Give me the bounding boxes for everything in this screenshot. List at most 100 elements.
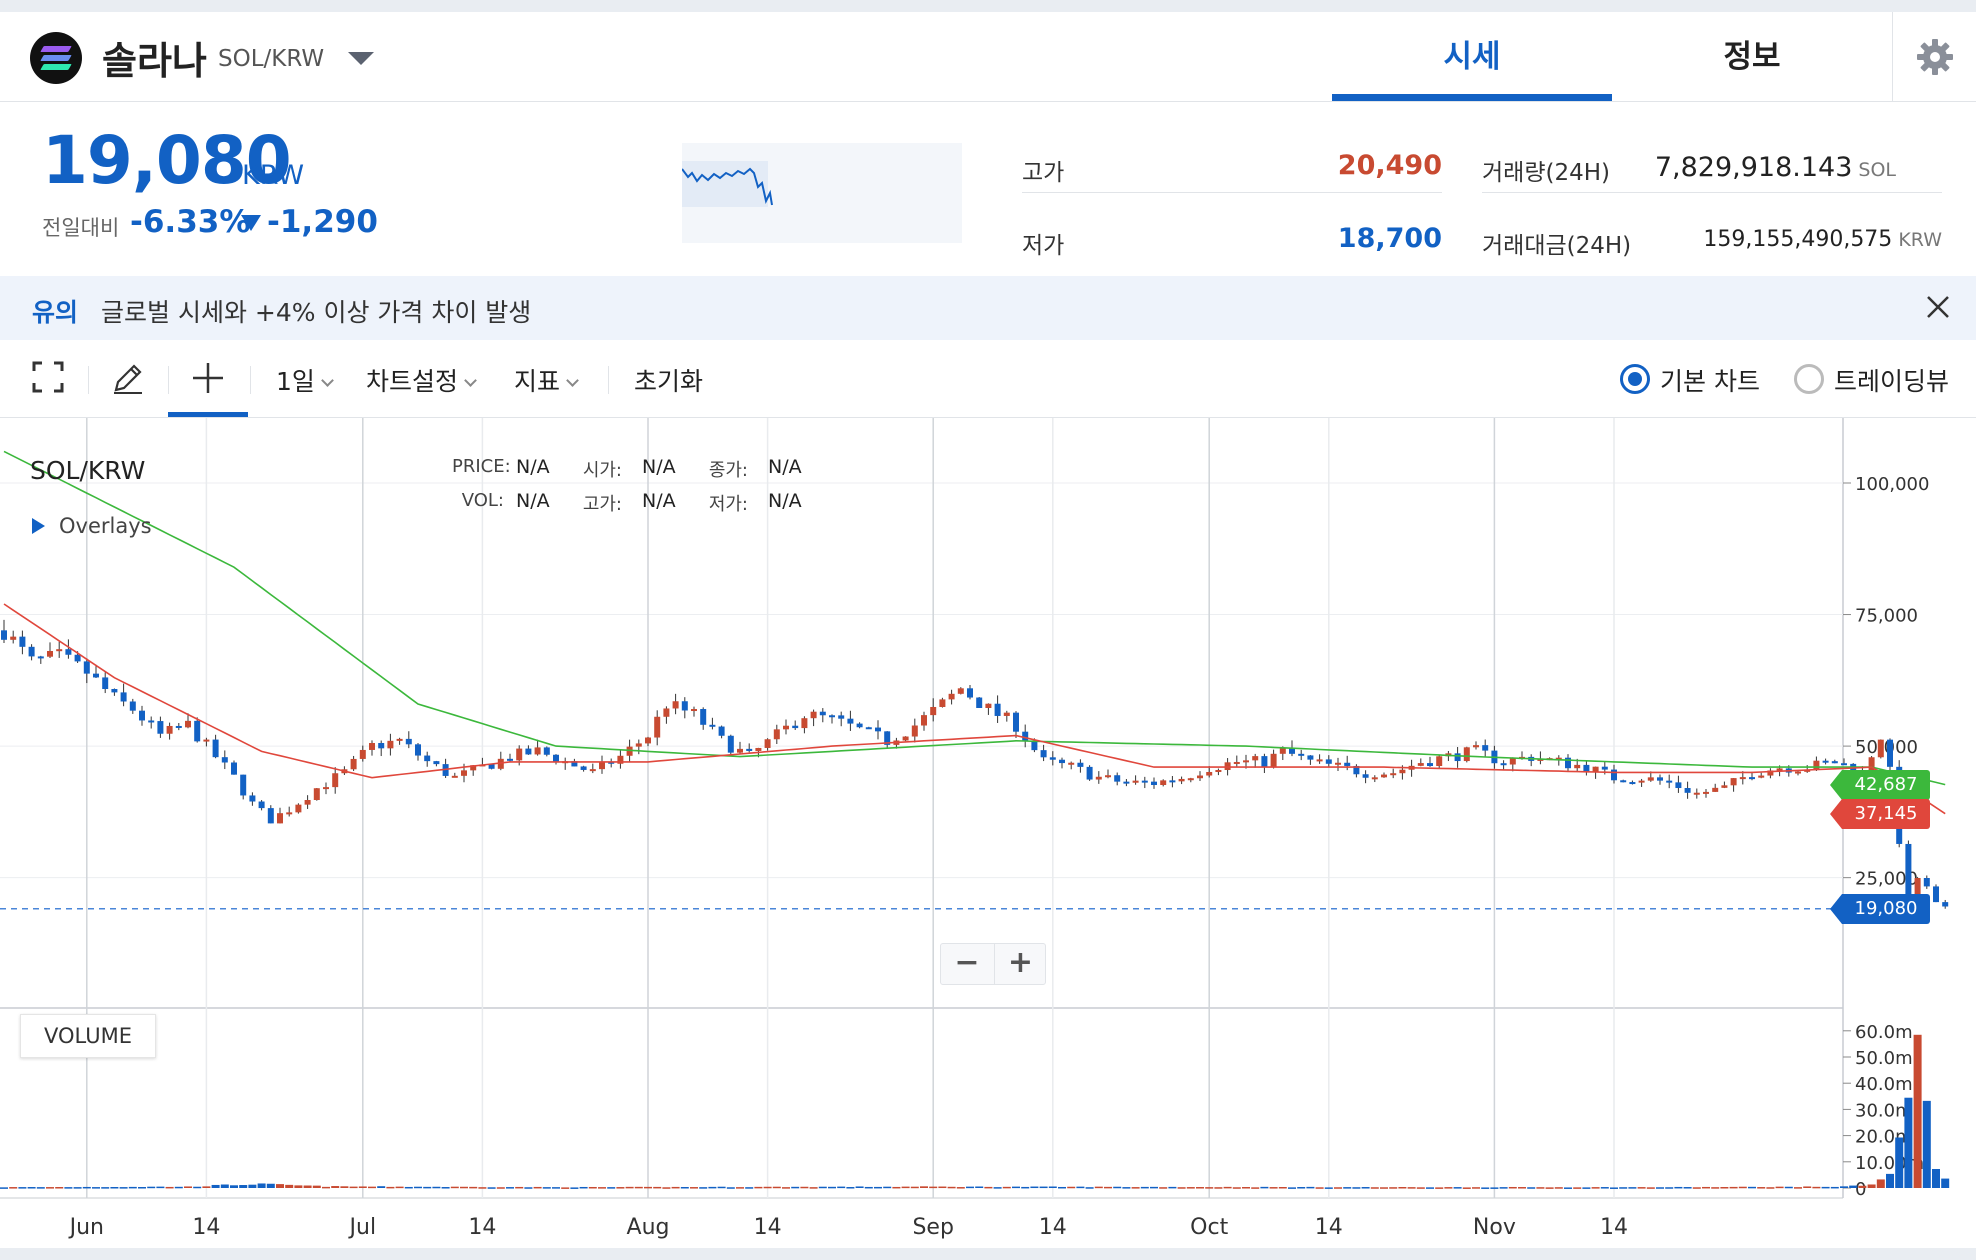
candle-body bbox=[948, 693, 955, 700]
candle-body bbox=[727, 735, 734, 753]
notice-tag: 유의 bbox=[32, 298, 79, 327]
volume-bar bbox=[993, 1187, 1002, 1189]
candle-body bbox=[1316, 759, 1323, 762]
zoom-out-button[interactable]: − bbox=[954, 945, 980, 980]
candle-body bbox=[1243, 760, 1249, 763]
basic-chart-label[interactable]: 기본 차트 bbox=[1660, 367, 1760, 396]
low-label: 저가 bbox=[1022, 233, 1065, 259]
volume-bar bbox=[818, 1186, 827, 1189]
zoom-in-button[interactable]: + bbox=[994, 944, 1046, 984]
candle-body bbox=[1463, 747, 1470, 762]
candle-body bbox=[405, 738, 412, 745]
candle-body bbox=[718, 726, 725, 736]
volume-bar bbox=[404, 1186, 413, 1189]
candle-body bbox=[1666, 780, 1673, 783]
candle-body bbox=[1712, 787, 1719, 792]
volume-bar bbox=[1840, 1186, 1848, 1188]
toolbar-divider bbox=[168, 366, 169, 394]
close-icon[interactable] bbox=[1925, 294, 1951, 320]
candle-body bbox=[516, 748, 523, 761]
volume-bar bbox=[1242, 1187, 1250, 1189]
candle-body bbox=[626, 746, 633, 756]
candle-body bbox=[1362, 774, 1369, 778]
volume-bar bbox=[36, 1187, 45, 1189]
ohlc-key: VOL: bbox=[461, 490, 504, 511]
candle-body bbox=[672, 701, 679, 709]
candle-body bbox=[461, 770, 467, 776]
volume-bar bbox=[1895, 1137, 1904, 1188]
candle-body bbox=[783, 725, 789, 730]
volume-bar bbox=[220, 1184, 229, 1188]
volume-bar bbox=[1232, 1187, 1241, 1189]
volume-bar bbox=[1508, 1186, 1517, 1189]
volume-bar bbox=[1518, 1187, 1526, 1189]
volume-bar bbox=[1416, 1187, 1425, 1189]
volume-bar bbox=[165, 1186, 174, 1189]
fullscreen-icon[interactable] bbox=[32, 360, 64, 394]
chart-settings-menu[interactable]: 차트설정 bbox=[366, 362, 477, 398]
volume-tick-label: 0 bbox=[1855, 1179, 1866, 1200]
interval-select[interactable]: 1일 bbox=[276, 362, 334, 398]
candle-body bbox=[1703, 791, 1709, 794]
volume-bar bbox=[1941, 1178, 1950, 1188]
volume-bar bbox=[202, 1186, 211, 1188]
volume-bar bbox=[874, 1186, 882, 1189]
candlestick-chart[interactable]: 100,000 75,000 50,000 25,000 Jun 14 Jul 14 Aug 14… bbox=[0, 418, 1976, 1248]
candle-body bbox=[267, 808, 274, 824]
volume-bar bbox=[975, 1186, 984, 1189]
chart-canvas[interactable]: 100,000 75,000 50,000 25,000 Jun 14 Jul 14 Aug 14… bbox=[0, 418, 1976, 1248]
volume-bar bbox=[1665, 1187, 1674, 1189]
volume-bar bbox=[690, 1187, 698, 1189]
volume-bar bbox=[266, 1183, 275, 1188]
volume-bar bbox=[653, 1186, 662, 1189]
basic-chart-radio[interactable] bbox=[1620, 364, 1650, 394]
overlays-toggle[interactable]: Overlays bbox=[32, 514, 152, 538]
crosshair-icon[interactable] bbox=[190, 360, 226, 396]
candle-body bbox=[571, 761, 578, 767]
volume-bar bbox=[257, 1183, 266, 1188]
candle-body bbox=[129, 701, 136, 711]
tradingview-radio[interactable] bbox=[1794, 364, 1824, 394]
tab-info[interactable]: 정보 bbox=[1723, 39, 1781, 75]
candle-body bbox=[635, 743, 642, 747]
volume-bar bbox=[1913, 1034, 1922, 1188]
candle-body bbox=[534, 747, 541, 755]
chevron-down-icon bbox=[464, 374, 477, 387]
volume-bar bbox=[1748, 1186, 1756, 1189]
volume-bar bbox=[1076, 1186, 1085, 1189]
volume-bar bbox=[1067, 1186, 1076, 1189]
candle-body bbox=[1206, 771, 1213, 776]
volume-bar bbox=[1131, 1187, 1140, 1189]
volume-bar bbox=[1453, 1187, 1462, 1189]
settings-button[interactable] bbox=[1892, 12, 1976, 102]
candle-body bbox=[764, 739, 771, 748]
ohlc-key: 고가: bbox=[582, 494, 622, 515]
tab-price[interactable]: 시세 bbox=[1443, 39, 1501, 75]
indicators-menu[interactable]: 지표 bbox=[514, 362, 579, 398]
candle-body bbox=[415, 744, 421, 756]
candle-body bbox=[976, 697, 983, 708]
ohlc-key: 종가: bbox=[708, 460, 748, 481]
reset-button[interactable]: 초기화 bbox=[634, 367, 704, 396]
volume-bar bbox=[680, 1186, 689, 1189]
volume-tick-label: 40.0m bbox=[1855, 1074, 1913, 1095]
pencil-icon[interactable] bbox=[110, 360, 146, 396]
volume-bar bbox=[46, 1187, 54, 1189]
candle-body bbox=[1592, 766, 1599, 773]
volume-bar bbox=[708, 1186, 717, 1189]
candle-body bbox=[83, 661, 90, 674]
volume-bar bbox=[55, 1187, 64, 1189]
volume-tick-label: 20.0m bbox=[1855, 1127, 1913, 1148]
candle-body bbox=[1233, 761, 1240, 764]
volume-bar bbox=[662, 1187, 671, 1189]
x-tick-label: 14 bbox=[192, 1215, 220, 1240]
tradingview-label[interactable]: 트레이딩뷰 bbox=[1834, 367, 1950, 396]
candle-body bbox=[1077, 762, 1084, 767]
volume-bar bbox=[625, 1186, 634, 1189]
candle-body bbox=[157, 721, 164, 734]
coin-dropdown-icon[interactable] bbox=[348, 52, 374, 65]
candle-body bbox=[1739, 777, 1746, 780]
price-tag: 19,080 bbox=[1830, 893, 1930, 924]
plot-background bbox=[0, 418, 1843, 1198]
change-rate: -6.33% bbox=[130, 204, 251, 240]
